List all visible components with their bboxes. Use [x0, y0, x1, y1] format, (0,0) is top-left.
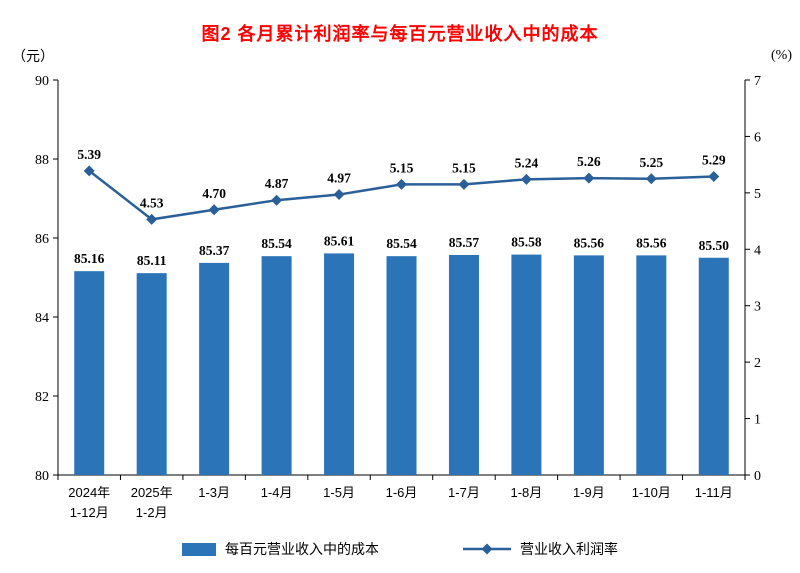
bar-value-label: 85.11	[137, 253, 167, 268]
line-marker	[146, 213, 158, 225]
x-axis-label: 1-7月	[448, 485, 480, 500]
x-axis-label: 1-5月	[323, 485, 355, 500]
line-value-label: 5.26	[577, 154, 601, 169]
x-axis-label: 1-6月	[386, 485, 418, 500]
bar	[386, 256, 417, 475]
bar	[636, 255, 667, 475]
line-marker	[83, 165, 95, 177]
line-value-label: 4.87	[265, 176, 289, 191]
line-value-label: 5.39	[77, 147, 101, 162]
legend-item-bar: 每百元营业收入中的成本	[182, 539, 379, 559]
legend-line-marker	[463, 543, 511, 555]
line-marker	[333, 189, 345, 201]
x-axis-label: 1-12月	[70, 505, 109, 520]
line-marker	[583, 172, 595, 184]
right-axis-tick-label: 5	[754, 187, 761, 202]
right-axis-tick-label: 6	[754, 130, 761, 145]
x-axis-label: 2025年	[131, 485, 173, 500]
bar-value-label: 85.54	[261, 236, 292, 251]
x-axis-label: 1-11月	[695, 485, 733, 500]
right-axis-tick-label: 3	[754, 300, 761, 315]
bar-value-label: 85.61	[324, 233, 355, 248]
line-marker	[396, 178, 407, 190]
bar	[324, 253, 355, 475]
legend-item-line: 营业收入利润率	[463, 539, 618, 559]
profit-rate-line	[88, 169, 714, 221]
line-value-label: 5.15	[452, 160, 476, 175]
legend-bar-label: 每百元营业收入中的成本	[225, 541, 379, 557]
bar-value-label: 85.56	[636, 235, 667, 250]
right-axis-tick-label: 2	[754, 356, 761, 371]
bar	[573, 255, 604, 475]
bar	[448, 254, 479, 475]
x-axis-label: 1-10月	[632, 485, 671, 500]
left-axis-tick-label: 86	[35, 232, 49, 247]
right-axis-tick-label: 1	[754, 413, 761, 428]
right-axis-tick-label: 7	[754, 74, 761, 89]
right-axis-tick-label: 0	[754, 469, 761, 484]
left-axis-tick-label: 80	[35, 469, 49, 484]
bar-value-label: 85.58	[511, 235, 542, 250]
chart-title: 图2 各月累计利润率与每百元营业收入中的成本	[201, 24, 599, 44]
right-axis-unit: (%)	[771, 48, 792, 63]
line-marker	[520, 173, 532, 185]
left-axis-tick-label: 90	[35, 74, 49, 89]
bar	[261, 256, 292, 475]
line-value-label: 5.25	[640, 155, 664, 170]
x-axis-label: 1-9月	[573, 485, 605, 500]
right-axis-tick-label: 4	[754, 243, 761, 258]
bar	[136, 273, 167, 475]
left-axis-unit: （元）	[12, 50, 54, 65]
line-marker	[708, 170, 720, 182]
legend-diamond-marker	[481, 543, 493, 555]
bar	[199, 262, 230, 475]
line-value-label: 4.53	[140, 195, 164, 210]
x-axis-label: 1-2月	[136, 505, 168, 520]
x-axis-label: 1-8月	[511, 485, 543, 500]
left-axis-tick-label: 82	[35, 390, 49, 405]
x-axis-label: 1-3月	[198, 485, 230, 500]
chart-legend: 每百元营业收入中的成本 营业收入利润率	[0, 539, 800, 559]
bar-value-label: 85.56	[574, 235, 605, 250]
left-axis-tick-label: 84	[35, 311, 49, 326]
bar	[511, 254, 542, 475]
line-value-label: 5.29	[702, 152, 726, 167]
bar-value-label: 85.50	[699, 238, 730, 253]
left-axis-tick-label: 88	[35, 153, 49, 168]
legend-line-label: 营业收入利润率	[520, 541, 618, 557]
bar	[74, 271, 105, 475]
bar-value-label: 85.57	[449, 235, 480, 250]
line-value-label: 4.97	[327, 171, 351, 186]
x-axis-label: 1-4月	[261, 485, 293, 500]
line-marker	[271, 194, 283, 206]
bar	[698, 257, 729, 475]
bar-value-label: 85.16	[74, 251, 105, 266]
line-marker	[458, 178, 470, 190]
x-axis-label: 2024年	[68, 485, 110, 500]
legend-bar-swatch	[182, 542, 216, 556]
line-marker	[208, 204, 220, 216]
line-value-label: 5.24	[515, 155, 539, 170]
line-value-label: 5.15	[390, 160, 414, 175]
bar-value-label: 85.37	[199, 243, 230, 258]
bar-value-label: 85.54	[386, 236, 417, 251]
line-value-label: 4.70	[202, 186, 226, 201]
line-marker	[645, 173, 657, 185]
